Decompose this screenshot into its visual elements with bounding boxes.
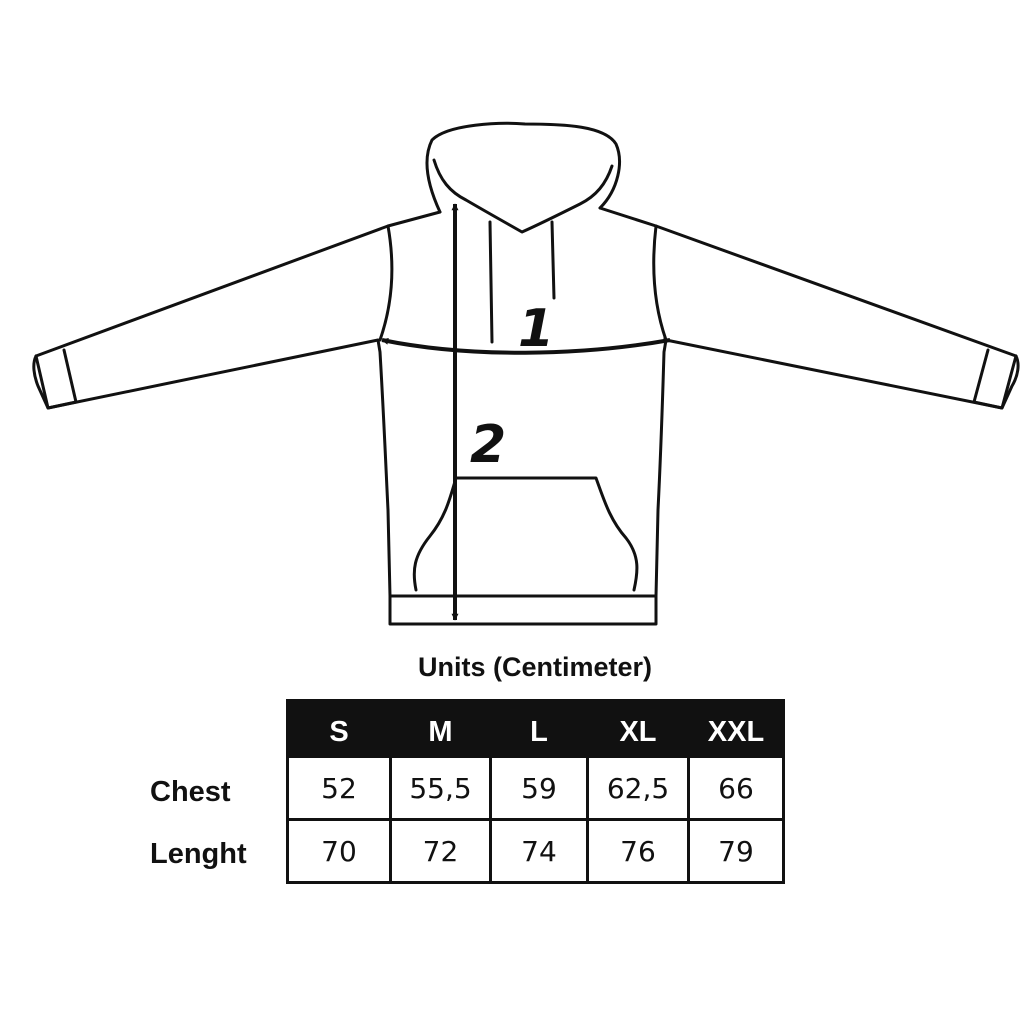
chest-cell-s: 52 bbox=[286, 755, 392, 821]
length-measure: 2 bbox=[451, 203, 506, 621]
row-label-chest: Chest bbox=[150, 776, 231, 808]
chest-cell-xxl: 66 bbox=[687, 755, 785, 821]
size-header-s: S bbox=[286, 699, 392, 758]
size-header-row: S M L XL XXL bbox=[286, 699, 785, 758]
length-cell-xxl: 79 bbox=[687, 818, 785, 884]
drawstring-left bbox=[488, 220, 494, 344]
right-cuff bbox=[972, 348, 1020, 410]
left-shoulder-seam bbox=[378, 224, 394, 342]
hoodie-diagram: 1 2 bbox=[32, 121, 1020, 626]
hood bbox=[425, 121, 621, 214]
table-row-chest: 52 55,5 59 62,5 66 bbox=[286, 755, 785, 821]
units-title: Units (Centimeter) bbox=[417, 652, 653, 682]
waistband bbox=[388, 594, 658, 626]
hood-opening bbox=[432, 158, 614, 234]
length-cell-m: 72 bbox=[389, 818, 492, 884]
pocket bbox=[412, 476, 639, 592]
drawstring-right bbox=[550, 220, 556, 300]
right-sleeve bbox=[598, 206, 1018, 598]
left-sleeve bbox=[34, 210, 442, 598]
table-row-length: 70 72 74 76 79 bbox=[286, 818, 785, 884]
left-cuff bbox=[32, 348, 78, 410]
size-header-l: L bbox=[489, 699, 589, 758]
right-shoulder-seam bbox=[652, 224, 668, 342]
length-cell-s: 70 bbox=[286, 818, 392, 884]
length-cell-l: 74 bbox=[489, 818, 589, 884]
length-marker: 2 bbox=[470, 415, 506, 475]
length-cell-xl: 76 bbox=[586, 818, 690, 884]
chest-cell-m: 55,5 bbox=[389, 755, 492, 821]
hoodie-outline bbox=[32, 121, 1020, 626]
size-header-xxl: XXL bbox=[687, 699, 785, 758]
chest-cell-l: 59 bbox=[489, 755, 589, 821]
size-table: S M L XL XXL 52 55,5 59 62,5 66 70 72 74… bbox=[286, 699, 785, 884]
chest-arrow bbox=[381, 337, 671, 355]
chest-measure: 1 bbox=[381, 299, 671, 359]
row-label-length: Lenght bbox=[150, 838, 247, 870]
size-header-xl: XL bbox=[586, 699, 690, 758]
chest-cell-xl: 62,5 bbox=[586, 755, 690, 821]
chest-marker: 1 bbox=[518, 299, 554, 359]
size-header-m: M bbox=[389, 699, 492, 758]
